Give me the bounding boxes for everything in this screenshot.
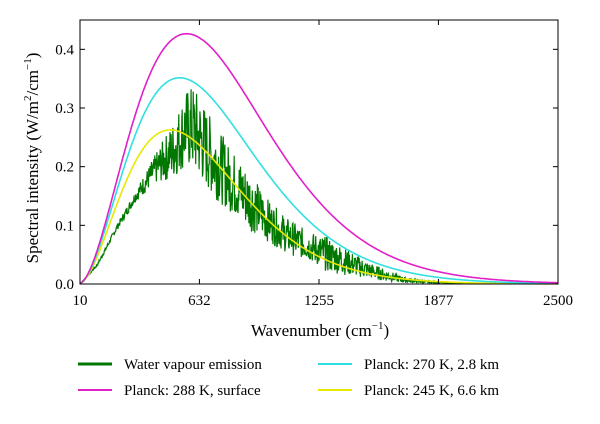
series-layer xyxy=(79,32,558,285)
x-tick-label: 632 xyxy=(188,293,211,309)
y-tick-label: 0.1 xyxy=(55,218,74,234)
legend-label-planck-288: Planck: 288 K, surface xyxy=(124,383,261,399)
y-tick-label: 0.4 xyxy=(55,42,74,58)
x-axis-label: Wavenumber (cm−1) xyxy=(251,320,389,340)
y-axis: 0.0 0.1 0.2 0.3 0.4 xyxy=(55,42,558,293)
legend: Water vapour emission Planck: 288 K, sur… xyxy=(78,357,499,399)
y-axis-label: Spectral intensity (W/m2/cm−1) xyxy=(22,53,42,264)
x-tick-label: 1877 xyxy=(423,293,454,309)
y-tick-label: 0.0 xyxy=(55,277,74,293)
legend-label-planck-245: Planck: 245 K, 6.6 km xyxy=(364,383,499,399)
y-tick-label: 0.2 xyxy=(55,160,74,176)
series-water-vapour-emission xyxy=(79,89,501,285)
x-tick-label: 1255 xyxy=(304,293,334,309)
x-tick-label: 10 xyxy=(73,293,88,309)
legend-label-water-vapour: Water vapour emission xyxy=(124,357,262,373)
x-axis: 10 632 1255 1877 2500 xyxy=(73,20,573,309)
series-planck-270 xyxy=(79,77,558,285)
series-planck-245 xyxy=(79,129,558,285)
y-tick-label: 0.3 xyxy=(55,101,74,117)
x-tick-label: 2500 xyxy=(543,293,573,309)
series-planck-288 xyxy=(79,32,558,285)
legend-label-planck-270: Planck: 270 K, 2.8 km xyxy=(364,357,499,373)
